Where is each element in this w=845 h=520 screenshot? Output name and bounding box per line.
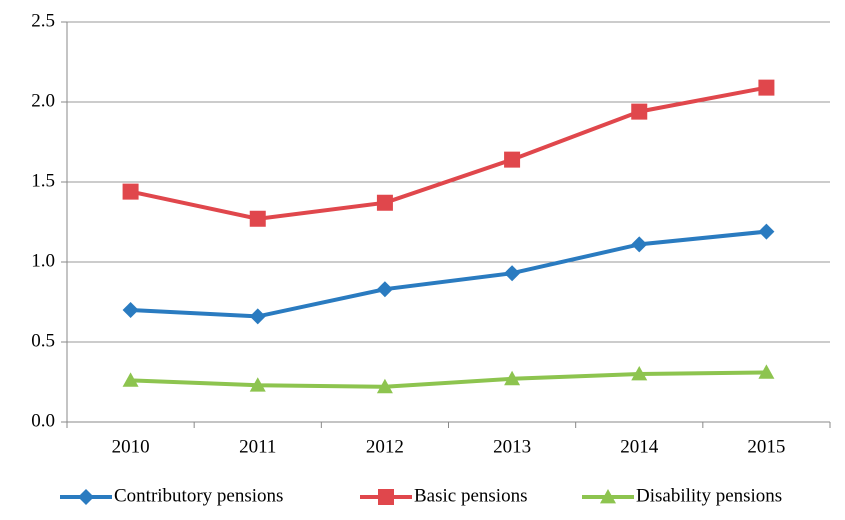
marker bbox=[376, 281, 393, 298]
x-tick-label: 2010 bbox=[112, 436, 150, 457]
marker bbox=[122, 372, 139, 387]
series-line bbox=[130, 85, 767, 221]
y-tick-label: 2.5 bbox=[31, 10, 55, 31]
x-tick-label: 2014 bbox=[620, 436, 659, 457]
legend-label: Basic pensions bbox=[414, 485, 527, 506]
marker bbox=[631, 103, 648, 120]
marker bbox=[504, 370, 521, 386]
marker bbox=[122, 183, 139, 200]
marker bbox=[631, 236, 648, 253]
marker bbox=[504, 265, 521, 282]
x-tick-label: 2012 bbox=[366, 436, 404, 457]
legend-label: Disability pensions bbox=[636, 485, 782, 506]
y-tick-label: 1.5 bbox=[31, 170, 55, 191]
y-tick-label: 0.5 bbox=[31, 330, 55, 351]
y-tick-label: 1.0 bbox=[31, 250, 55, 271]
marker bbox=[378, 489, 394, 505]
marker bbox=[758, 223, 775, 240]
marker bbox=[122, 302, 139, 318]
marker bbox=[758, 79, 775, 96]
marker bbox=[249, 210, 266, 227]
marker bbox=[249, 308, 266, 325]
marker bbox=[758, 364, 775, 379]
y-tick-label: 2.0 bbox=[31, 90, 55, 111]
marker bbox=[249, 377, 266, 392]
marker bbox=[504, 151, 521, 168]
marker bbox=[376, 378, 393, 394]
series-line bbox=[130, 370, 767, 389]
x-tick-label: 2013 bbox=[493, 436, 531, 457]
x-tick-label: 2015 bbox=[747, 436, 785, 457]
marker bbox=[631, 366, 648, 381]
marker bbox=[600, 489, 616, 504]
x-tick-label: 2011 bbox=[239, 436, 276, 457]
series-line bbox=[130, 229, 767, 319]
legend-label: Contributory pensions bbox=[114, 485, 283, 506]
y-tick-label: 0.0 bbox=[31, 410, 55, 431]
marker bbox=[376, 194, 393, 211]
marker bbox=[78, 489, 94, 505]
